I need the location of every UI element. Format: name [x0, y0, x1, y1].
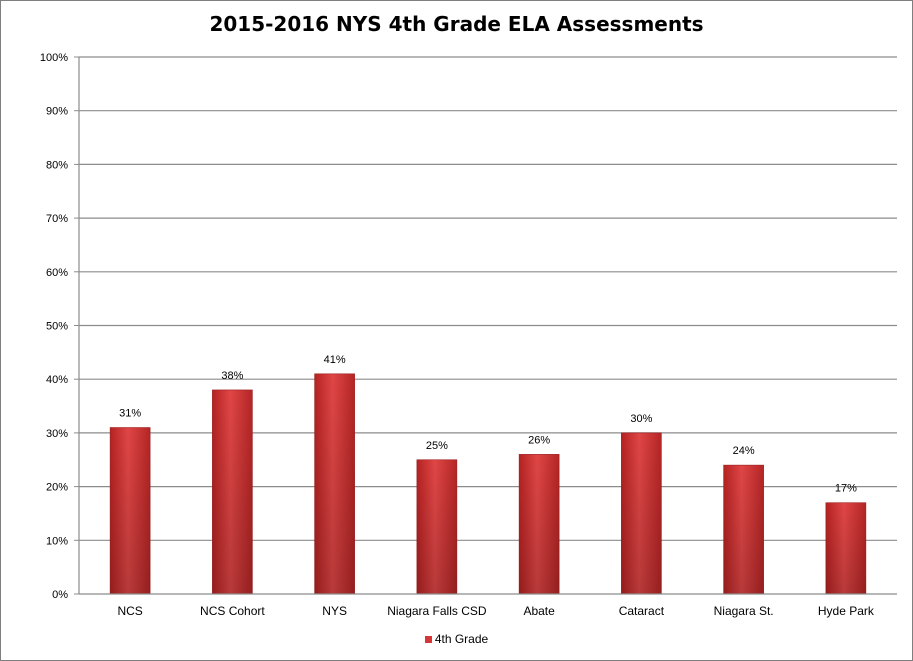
x-tick-label: Niagara St. [714, 604, 774, 618]
bar-shade [621, 432, 662, 594]
x-tick-label: Abate [523, 604, 555, 618]
bar-shade [825, 502, 866, 594]
labels: 0% 10% 20% 30% 40% 50% 60% 70% 80% 90% 100% 31% NCS 3… [40, 52, 875, 618]
data-label: 17% [835, 483, 857, 495]
y-tick-label: 50% [46, 321, 68, 333]
legend-label: 4th Grade [434, 632, 489, 646]
x-tick-label: Hyde Park [818, 604, 875, 618]
y-tick-label: 30% [46, 428, 68, 440]
y-tick-label: 90% [46, 106, 68, 118]
bar-shade [212, 389, 253, 594]
legend-swatch [424, 636, 432, 643]
legend: 4th Grade [0, 632, 913, 646]
data-label: 41% [324, 354, 346, 366]
y-tick-label: 70% [46, 213, 68, 225]
bar-shade [416, 459, 457, 594]
y-tick-label: 0% [52, 589, 68, 601]
bar-shade [110, 427, 151, 594]
data-label: 26% [528, 434, 550, 446]
data-label: 30% [630, 413, 652, 425]
y-tick-label: 80% [46, 159, 68, 171]
data-label: 24% [733, 445, 755, 457]
y-tick-label: 60% [46, 267, 68, 279]
data-label: 25% [426, 440, 448, 452]
bar-shade [723, 465, 764, 594]
x-tick-label: NCS Cohort [200, 604, 265, 618]
x-tick-label: NCS [117, 604, 142, 618]
x-tick-label: Cataract [619, 604, 665, 618]
data-label: 31% [119, 408, 141, 420]
bar-shade [519, 454, 560, 594]
y-tick-label: 20% [46, 482, 68, 494]
x-tick-label: Niagara Falls CSD [387, 604, 487, 618]
y-tick-label: 40% [46, 374, 68, 386]
y-tick-label: 10% [46, 535, 68, 547]
bar-shade [314, 373, 355, 594]
axes [74, 56, 897, 595]
data-label: 38% [221, 370, 243, 382]
gridlines [79, 56, 897, 541]
chart-title: 2015-2016 NYS 4th Grade ELA Assessments [209, 12, 704, 36]
x-tick-label: NYS [322, 604, 347, 618]
y-tick-label: 100% [40, 52, 68, 64]
bars [109, 373, 867, 595]
